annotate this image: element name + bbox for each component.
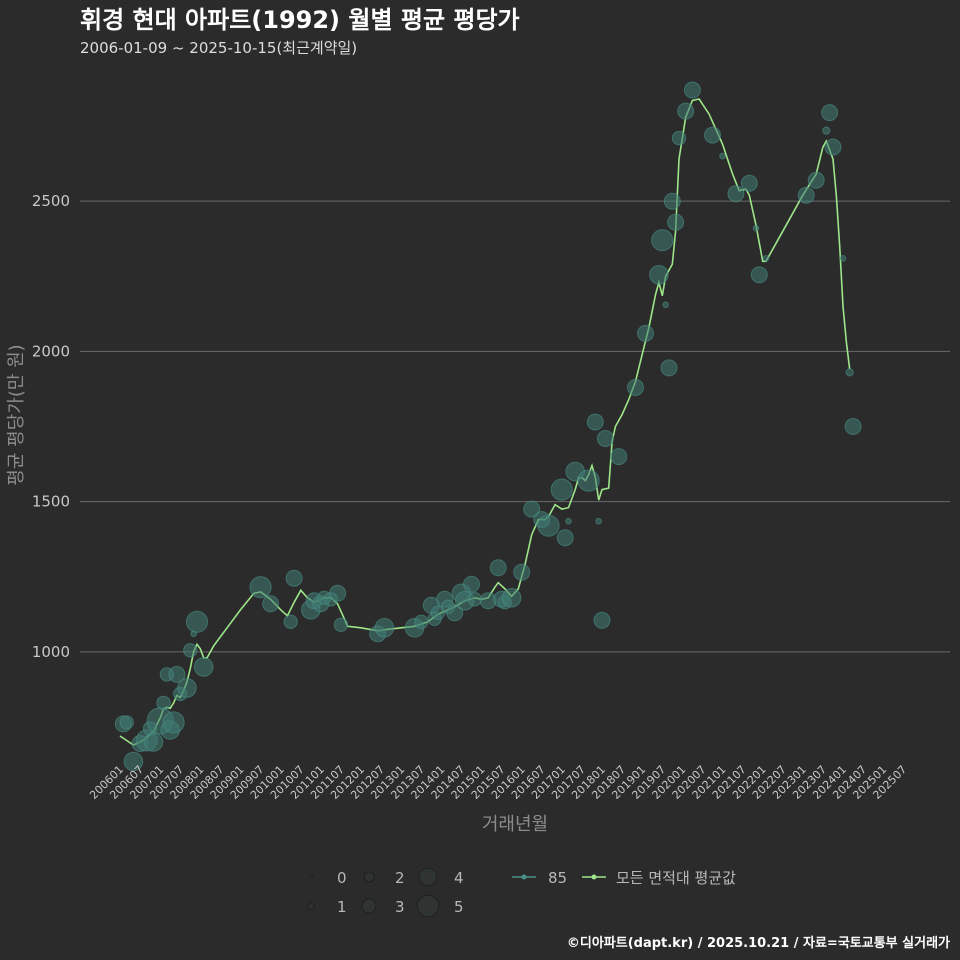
size-legend-dot xyxy=(307,902,315,910)
data-point-85 xyxy=(249,576,272,599)
data-point-85 xyxy=(283,614,298,629)
data-point-85 xyxy=(727,185,745,203)
chart-subtitle: 2006-01-09 ~ 2025-10-15(최근계약일) xyxy=(80,39,357,57)
data-point-85 xyxy=(845,368,854,377)
data-point-85 xyxy=(374,618,395,638)
data-point-85 xyxy=(660,359,678,377)
data-point-85 xyxy=(596,430,614,447)
y-axis-title: 평균 평당가(만 원) xyxy=(6,344,27,485)
data-point-85 xyxy=(821,104,839,122)
chart-title: 휘경 현대 아파트(1992) 월별 평균 평당가 xyxy=(80,6,520,34)
y-tick-label: 1000 xyxy=(32,643,70,661)
data-point-85 xyxy=(489,559,507,577)
legend-average-marker xyxy=(591,874,597,880)
data-point-85 xyxy=(595,517,603,525)
data-point-85 xyxy=(123,751,144,772)
x-axis-ticks: 2006012006072007012007072008012008072009… xyxy=(87,763,909,802)
data-point-85 xyxy=(162,711,185,734)
y-tick-label: 2000 xyxy=(32,342,70,360)
size-legend-dot xyxy=(418,867,438,887)
data-point-85 xyxy=(446,604,464,622)
data-point-85 xyxy=(752,224,760,232)
data-point-85 xyxy=(797,186,815,204)
data-point-85 xyxy=(671,130,687,146)
gridlines xyxy=(80,200,950,653)
size-legend-dot xyxy=(361,898,377,914)
legend-85-marker xyxy=(521,874,527,880)
legend-entry-85: 85 xyxy=(512,869,567,887)
data-point-85 xyxy=(677,102,695,120)
data-point-85 xyxy=(824,138,842,156)
y-tick-label: 2500 xyxy=(32,192,70,210)
data-point-85 xyxy=(156,695,171,711)
data-point-85 xyxy=(662,301,669,309)
size-legend-label: 5 xyxy=(454,898,464,916)
data-point-85 xyxy=(750,266,768,284)
data-point-85 xyxy=(183,643,198,658)
data-point-85 xyxy=(523,500,541,518)
legend-85-label: 85 xyxy=(548,869,567,887)
data-point-85 xyxy=(193,657,214,677)
legend-average-label: 모든 면적대 평균값 xyxy=(616,869,736,887)
data-point-85 xyxy=(637,324,654,342)
y-axis-ticks: 1000 1500 2000 2500 xyxy=(32,192,70,661)
legend-entry-average: 모든 면적대 평균값 xyxy=(582,869,736,887)
data-point-85 xyxy=(663,192,681,210)
data-point-85 xyxy=(262,595,280,613)
data-point-85 xyxy=(610,448,628,466)
size-legend-label: 0 xyxy=(337,869,347,887)
size-legend-label: 2 xyxy=(395,869,405,887)
data-point-85 xyxy=(537,514,560,537)
data-point-85 xyxy=(550,478,573,501)
data-point-85 xyxy=(285,569,303,587)
data-point-85 xyxy=(593,611,611,629)
data-point-85 xyxy=(119,715,134,730)
data-point-85 xyxy=(168,665,186,683)
data-point-85 xyxy=(467,592,482,607)
data-point-85 xyxy=(333,617,349,632)
data-point-85 xyxy=(501,588,522,608)
y-tick-label: 1500 xyxy=(32,493,70,511)
size-legend-dot xyxy=(363,871,375,883)
bubble-layer xyxy=(114,81,862,772)
size-legend-label: 3 xyxy=(395,898,405,916)
data-point-85 xyxy=(667,213,685,231)
size-legend: 0 1 2 3 4 5 xyxy=(307,867,464,918)
data-point-85 xyxy=(329,584,347,602)
data-point-85 xyxy=(651,229,674,252)
data-point-85 xyxy=(839,254,847,262)
size-legend-label: 1 xyxy=(337,898,347,916)
data-point-85 xyxy=(556,529,574,547)
source-caption: ©디아파트(dapt.kr) / 2025.10.21 / 자료=국토교통부 실… xyxy=(567,935,950,951)
data-point-85 xyxy=(844,418,862,435)
data-point-85 xyxy=(740,174,758,192)
data-point-85 xyxy=(586,413,604,431)
data-point-85 xyxy=(719,152,726,160)
data-point-85 xyxy=(577,469,600,492)
data-point-85 xyxy=(513,563,531,581)
data-point-85 xyxy=(463,575,480,593)
data-point-85 xyxy=(177,678,197,698)
data-point-85 xyxy=(807,171,825,189)
x-axis-title: 거래년월 xyxy=(482,814,548,835)
data-point-85 xyxy=(627,379,644,396)
size-legend-dot xyxy=(416,894,440,918)
data-point-85 xyxy=(649,265,669,285)
data-point-85 xyxy=(762,254,770,262)
data-point-85 xyxy=(565,517,572,525)
legend: 0 1 2 3 4 5 85 모든 면적대 평균값 xyxy=(307,867,736,918)
data-point-85 xyxy=(822,126,831,135)
size-legend-label: 4 xyxy=(454,869,464,887)
data-point-85 xyxy=(683,81,701,99)
data-point-85 xyxy=(143,732,164,752)
data-point-85 xyxy=(704,126,721,144)
data-point-85 xyxy=(414,614,429,629)
data-point-85 xyxy=(185,610,209,633)
size-legend-dot xyxy=(309,875,313,879)
